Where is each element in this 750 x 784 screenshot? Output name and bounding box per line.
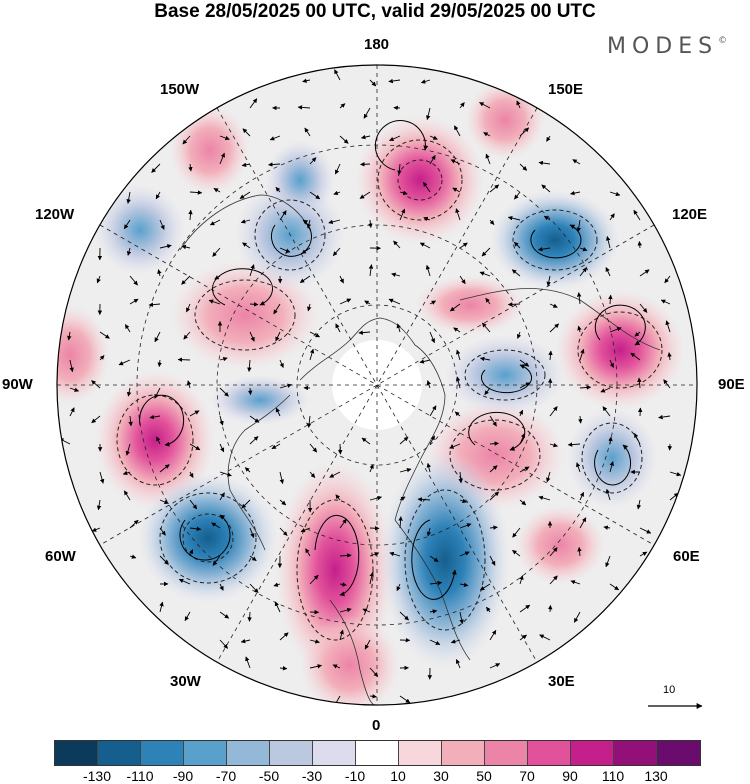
colorbar-tick-label: 50 (464, 768, 504, 784)
negative-anomaly (380, 450, 510, 670)
wind-vector (361, 164, 371, 165)
colorbar-swatch (657, 741, 700, 765)
colorbar-swatch (399, 741, 442, 765)
colorbar-tick-label: -110 (120, 768, 160, 784)
colorbar-swatch (184, 741, 227, 765)
lon-label-180: 180 (364, 36, 389, 53)
lon-label-90e: 90E (718, 376, 745, 393)
reference-vector-label: 10 (663, 684, 675, 696)
colorbar-tick-label: -90 (163, 768, 203, 784)
colorbar-tick-label: -10 (335, 768, 375, 784)
colorbar-tick-label: 110 (593, 768, 633, 784)
negative-anomaly (445, 335, 565, 415)
colorbar-tick-label: -70 (206, 768, 246, 784)
wind-vector (508, 304, 520, 305)
colorbar-swatch (313, 741, 356, 765)
lon-label-150e: 150E (548, 81, 583, 98)
positive-anomaly (355, 115, 485, 245)
lon-label-120w: 120W (35, 206, 74, 223)
colorbar-swatch (614, 741, 657, 765)
negative-anomaly (210, 375, 310, 425)
colorbar (54, 740, 701, 766)
wind-vector (178, 360, 190, 361)
lon-label-60e: 60E (673, 548, 700, 565)
lon-label-60w: 60W (45, 548, 76, 565)
colorbar-tick-label: 130 (636, 768, 676, 784)
wind-vector (550, 605, 551, 612)
colorbar-swatch (270, 741, 313, 765)
colorbar-tick-label: 30 (421, 768, 461, 784)
wind-vector (250, 304, 258, 305)
lon-label-30w: 30W (170, 673, 201, 690)
lon-label-90w: 90W (2, 376, 33, 393)
lon-label-150w: 150W (160, 81, 199, 98)
colorbar-tick-label: 70 (507, 768, 547, 784)
positive-anomaly (170, 105, 250, 195)
lon-label-120e: 120E (672, 206, 707, 223)
lon-label-30e: 30E (548, 673, 575, 690)
colorbar-swatch (141, 741, 184, 765)
positive-anomaly (555, 290, 685, 410)
lon-label-0: 0 (372, 717, 380, 734)
colorbar-swatch (485, 741, 528, 765)
colorbar-swatch (528, 741, 571, 765)
wind-vector (250, 388, 251, 395)
negative-anomaly (490, 190, 620, 290)
colorbar-swatch (55, 741, 98, 765)
colorbar-tick-label: 90 (550, 768, 590, 784)
colorbar-swatch (571, 741, 614, 765)
colorbar-tick-label: 10 (378, 768, 418, 784)
colorbar-swatch (442, 741, 485, 765)
positive-anomaly (30, 305, 110, 405)
colorbar-swatch (356, 741, 399, 765)
negative-anomaly (265, 140, 335, 220)
colorbar-tick-label: -30 (292, 768, 332, 784)
positive-anomaly (300, 615, 400, 715)
colorbar-tick-label: -50 (249, 768, 289, 784)
colorbar-swatch (98, 741, 141, 765)
positive-anomaly (515, 505, 605, 585)
colorbar-swatch (227, 741, 270, 765)
wind-vector (249, 612, 250, 621)
colorbar-tick-label: -130 (77, 768, 117, 784)
